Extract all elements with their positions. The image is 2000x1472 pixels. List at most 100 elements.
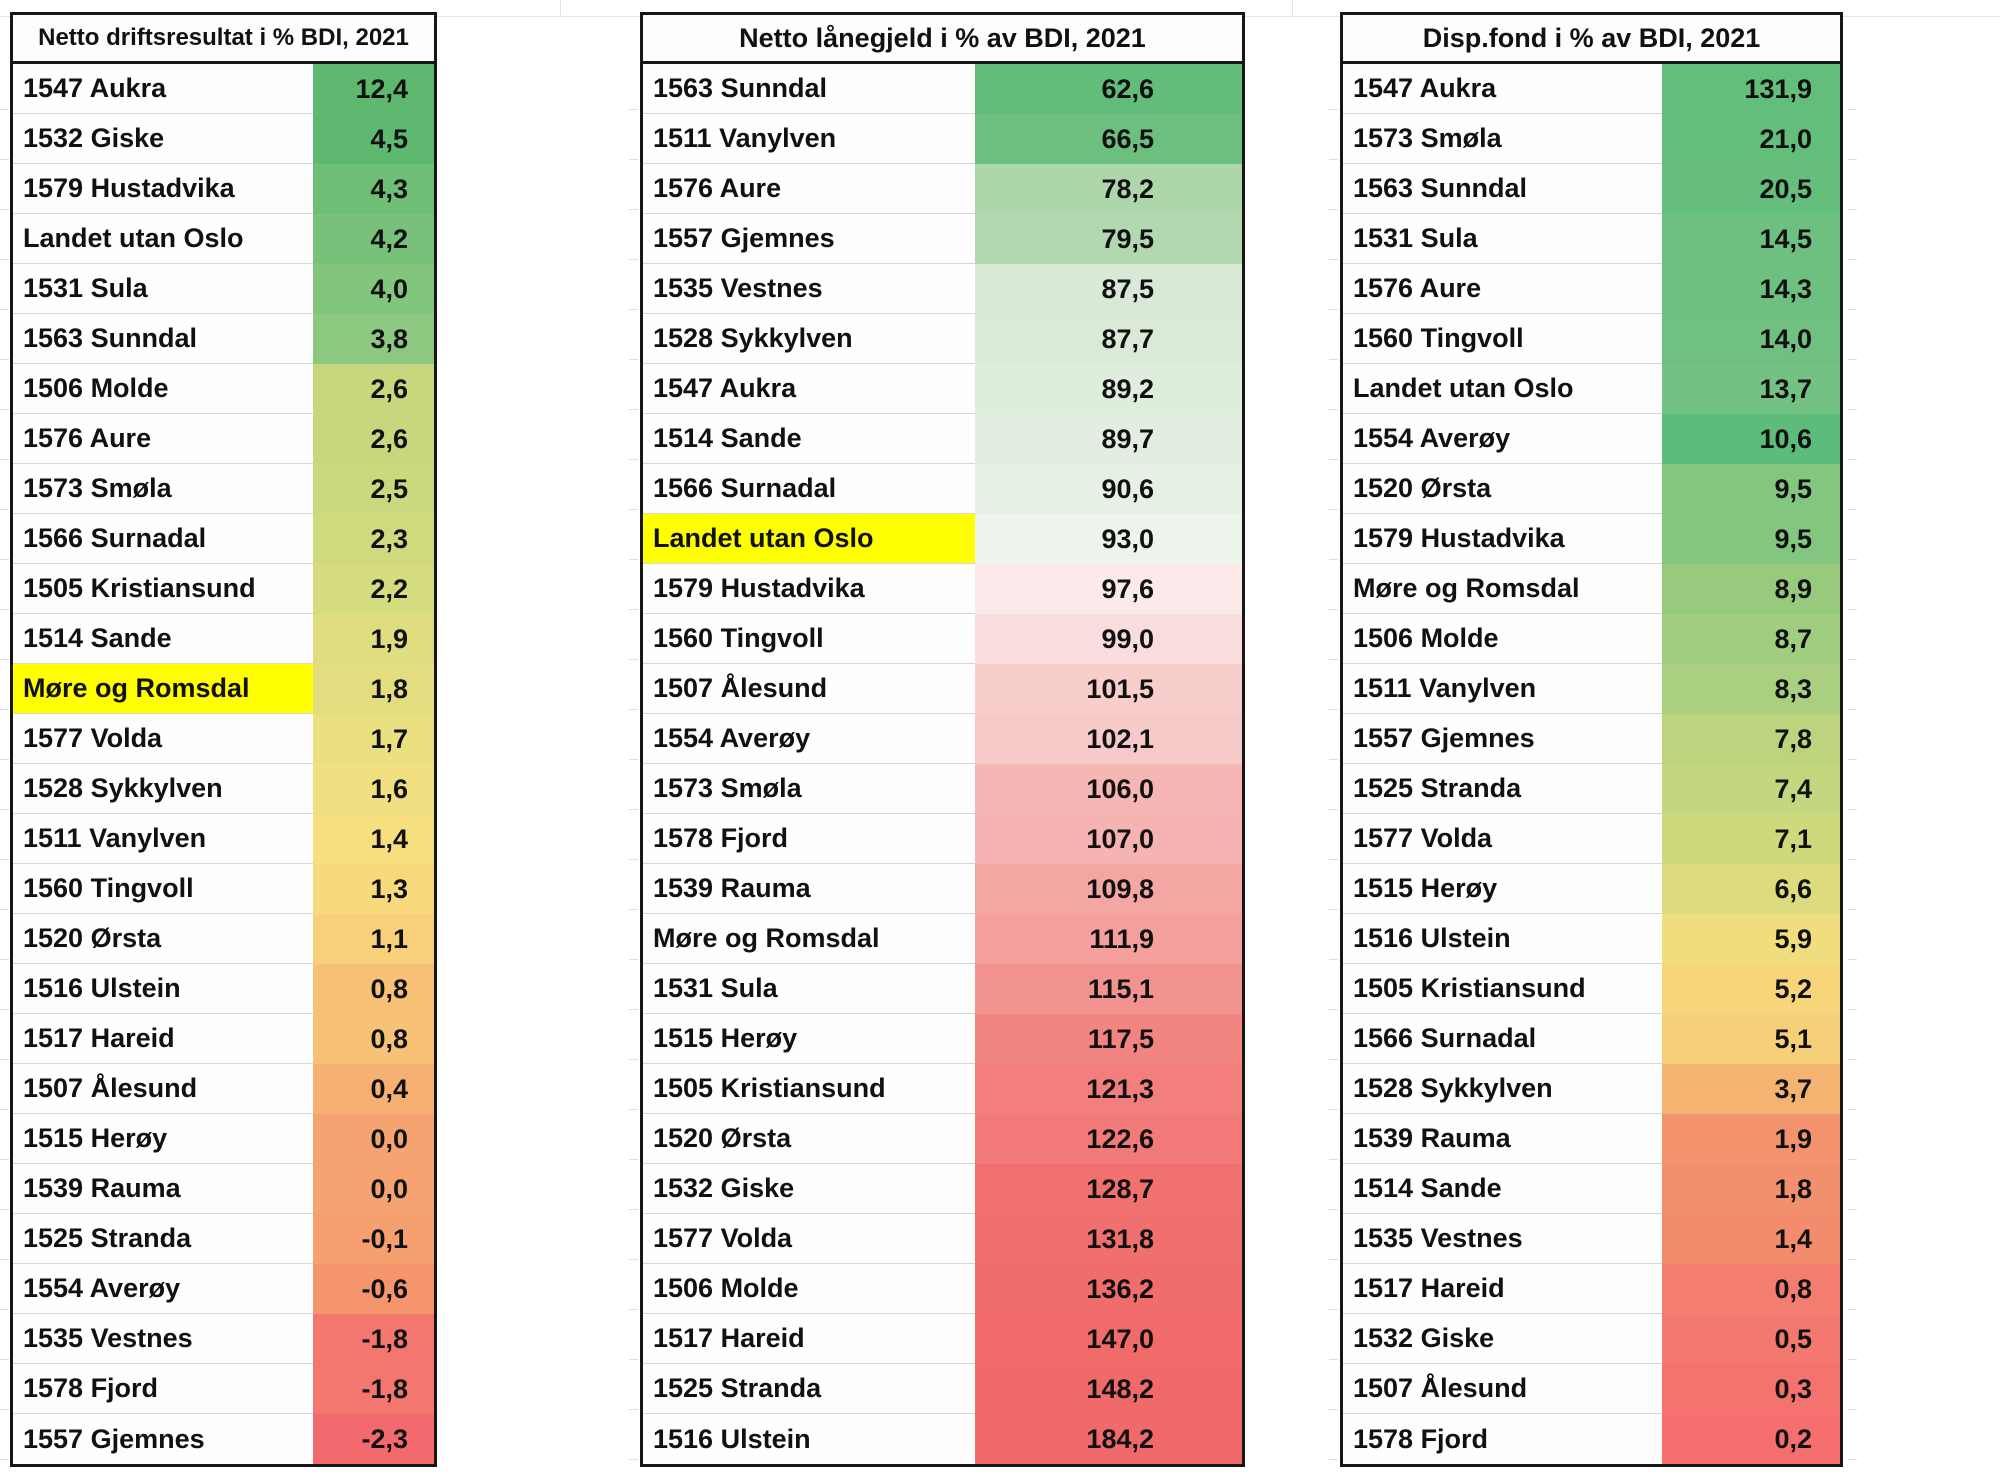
municipality-label: 1511 Vanylven	[13, 814, 313, 864]
municipality-label: 1554 Averøy	[1343, 414, 1662, 464]
municipality-label: 1573 Smøla	[1343, 114, 1662, 164]
municipality-value: 1,4	[1662, 1214, 1840, 1264]
municipality-value: 131,9	[1662, 64, 1840, 114]
table-row: 1505 Kristiansund 121,3	[643, 1064, 1242, 1114]
table-row: 1507 Ålesund 0,4	[13, 1064, 434, 1114]
municipality-value: 0,2	[1662, 1414, 1840, 1464]
municipality-label: Landet utan Oslo	[643, 514, 975, 564]
municipality-value: 121,3	[975, 1064, 1242, 1114]
municipality-label: 1557 Gjemnes	[643, 214, 975, 264]
municipality-value: 0,0	[313, 1114, 434, 1164]
table-netto-driftsresultat: Netto driftsresultat i % BDI, 2021 1547 …	[10, 12, 437, 1467]
municipality-label: 1579 Hustadvika	[13, 164, 313, 214]
municipality-value: 0,8	[313, 1014, 434, 1064]
municipality-value: 2,6	[313, 364, 434, 414]
municipality-value: 7,8	[1662, 714, 1840, 764]
table-row: 1557 Gjemnes 7,8	[1343, 714, 1840, 764]
municipality-label: 1506 Molde	[13, 364, 313, 414]
table-row: Landet utan Oslo 13,7	[1343, 364, 1840, 414]
municipality-label: 1547 Aukra	[643, 364, 975, 414]
municipality-value: 9,5	[1662, 464, 1840, 514]
municipality-label: Møre og Romsdal	[1343, 564, 1662, 614]
municipality-value: 1,9	[313, 614, 434, 664]
municipality-value: -0,1	[313, 1214, 434, 1264]
municipality-value: 2,6	[313, 414, 434, 464]
table-row: 1532 Giske 0,5	[1343, 1314, 1840, 1364]
municipality-label: 1506 Molde	[1343, 614, 1662, 664]
municipality-value: 93,0	[975, 514, 1242, 564]
municipality-value: 87,5	[975, 264, 1242, 314]
table-row: 1573 Smøla 21,0	[1343, 114, 1840, 164]
table-row: 1547 Aukra 89,2	[643, 364, 1242, 414]
municipality-value: 106,0	[975, 764, 1242, 814]
municipality-label: 1535 Vestnes	[13, 1314, 313, 1364]
municipality-value: 1,1	[313, 914, 434, 964]
municipality-label: 1531 Sula	[13, 264, 313, 314]
table-row: 1560 Tingvoll 1,3	[13, 864, 434, 914]
municipality-value: 0,8	[313, 964, 434, 1014]
table-row: Møre og Romsdal 111,9	[643, 914, 1242, 964]
municipality-label: 1539 Rauma	[1343, 1114, 1662, 1164]
table-row: 1520 Ørsta 1,1	[13, 914, 434, 964]
municipality-label: 1563 Sunndal	[13, 314, 313, 364]
municipality-value: 2,3	[313, 514, 434, 564]
table-row: 1560 Tingvoll 14,0	[1343, 314, 1840, 364]
municipality-label: 1539 Rauma	[643, 864, 975, 914]
municipality-label: 1566 Surnadal	[1343, 1014, 1662, 1064]
table-row: 1573 Smøla 106,0	[643, 764, 1242, 814]
municipality-value: 62,6	[975, 64, 1242, 114]
municipality-value: 0,0	[313, 1164, 434, 1214]
table-body: 1563 Sunndal 62,6 1511 Vanylven 66,5 1576 Au…	[643, 64, 1242, 1464]
table-row: 1511 Vanylven 1,4	[13, 814, 434, 864]
table-row: 1506 Molde 8,7	[1343, 614, 1840, 664]
table-row: 1547 Aukra 12,4	[13, 64, 434, 114]
table-row: Landet utan Oslo 4,2	[13, 214, 434, 264]
municipality-label: 1507 Ålesund	[643, 664, 975, 714]
municipality-label: 1577 Volda	[13, 714, 313, 764]
municipality-label: 1505 Kristiansund	[13, 564, 313, 614]
municipality-label: 1535 Vestnes	[643, 264, 975, 314]
municipality-label: 1532 Giske	[643, 1164, 975, 1214]
table-row: 1520 Ørsta 122,6	[643, 1114, 1242, 1164]
municipality-value: 4,0	[313, 264, 434, 314]
municipality-label: Møre og Romsdal	[13, 664, 313, 714]
table-row: 1560 Tingvoll 99,0	[643, 614, 1242, 664]
municipality-value: 1,4	[313, 814, 434, 864]
table-body: 1547 Aukra 12,4 1532 Giske 4,5 1579 Hustadvi…	[13, 64, 434, 1464]
municipality-label: 1505 Kristiansund	[1343, 964, 1662, 1014]
municipality-value: 14,0	[1662, 314, 1840, 364]
table-row: 1573 Smøla 2,5	[13, 464, 434, 514]
table-row: 1511 Vanylven 8,3	[1343, 664, 1840, 714]
table-row: 1525 Stranda 7,4	[1343, 764, 1840, 814]
municipality-label: Møre og Romsdal	[643, 914, 975, 964]
table-row: 1579 Hustadvika 4,3	[13, 164, 434, 214]
table-row: 1511 Vanylven 66,5	[643, 114, 1242, 164]
municipality-value: -0,6	[313, 1264, 434, 1314]
municipality-label: 1577 Volda	[1343, 814, 1662, 864]
municipality-value: 12,4	[313, 64, 434, 114]
municipality-label: 1505 Kristiansund	[643, 1064, 975, 1114]
municipality-value: 1,3	[313, 864, 434, 914]
municipality-value: 107,0	[975, 814, 1242, 864]
municipality-value: 6,6	[1662, 864, 1840, 914]
municipality-value: 90,6	[975, 464, 1242, 514]
table-row: 1557 Gjemnes 79,5	[643, 214, 1242, 264]
municipality-label: 1525 Stranda	[643, 1364, 975, 1414]
table-row: 1563 Sunndal 20,5	[1343, 164, 1840, 214]
table-row: 1535 Vestnes 87,5	[643, 264, 1242, 314]
table-netto-lanegjeld: Netto lånegjeld i % av BDI, 2021 1563 Su…	[640, 12, 1245, 1467]
table-row: 1507 Ålesund 101,5	[643, 664, 1242, 714]
municipality-value: 1,7	[313, 714, 434, 764]
municipality-label: 1517 Hareid	[643, 1314, 975, 1364]
table-row: 1539 Rauma 1,9	[1343, 1114, 1840, 1164]
table-title: Netto driftsresultat i % BDI, 2021	[13, 15, 434, 64]
municipality-value: 4,2	[313, 214, 434, 264]
table-row: 1578 Fjord 0,2	[1343, 1414, 1840, 1464]
municipality-label: 1520 Ørsta	[643, 1114, 975, 1164]
table-row: 1566 Surnadal 2,3	[13, 514, 434, 564]
municipality-value: 147,0	[975, 1314, 1242, 1364]
municipality-label: 1528 Sykkylven	[643, 314, 975, 364]
municipality-label: 1516 Ulstein	[1343, 914, 1662, 964]
table-row: 1576 Aure 78,2	[643, 164, 1242, 214]
